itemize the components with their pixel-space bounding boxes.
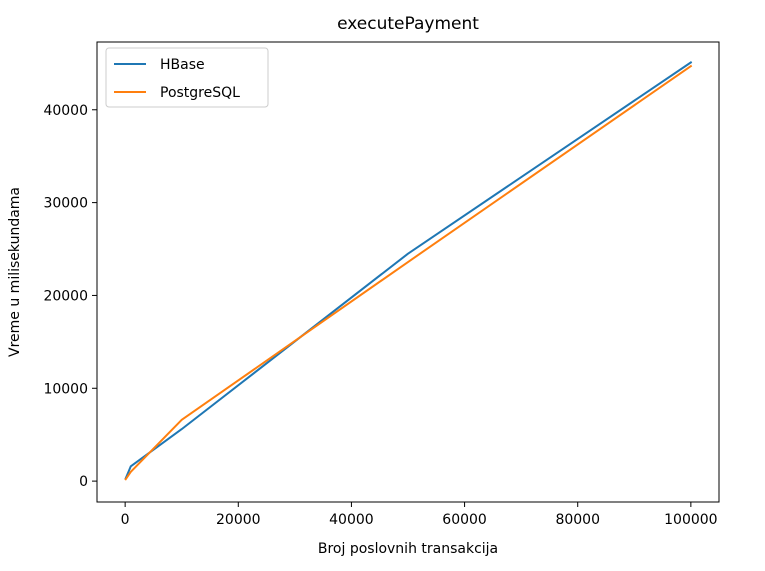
x-tick-label: 60000 bbox=[442, 512, 487, 528]
y-tick-label: 20000 bbox=[43, 288, 88, 304]
legend: HBase PostgreSQL bbox=[105, 47, 269, 108]
y-tick-label: 40000 bbox=[43, 103, 88, 119]
legend-label-postgresql: PostgreSQL bbox=[160, 85, 240, 101]
x-tick-label: 80000 bbox=[555, 512, 600, 528]
legend-box bbox=[105, 47, 269, 108]
x-ticks: 0 20000 40000 60000 80000 100000 bbox=[121, 502, 718, 528]
series-layer bbox=[124, 61, 693, 481]
plot-frame bbox=[96, 41, 720, 503]
series-line-hbase bbox=[124, 61, 693, 480]
x-axis-label: Broj poslovnih transakcija bbox=[318, 541, 498, 557]
y-axis-label: Vreme u milisekundama bbox=[7, 187, 23, 357]
chart-title: executePayment bbox=[337, 14, 479, 34]
x-tick-label: 0 bbox=[121, 512, 130, 528]
series-line-postgresql bbox=[124, 64, 693, 481]
x-tick-label: 20000 bbox=[216, 512, 261, 528]
legend-label-hbase: HBase bbox=[160, 57, 205, 73]
y-ticks: 0 10000 20000 30000 40000 bbox=[43, 103, 97, 490]
x-tick-label: 40000 bbox=[329, 512, 374, 528]
y-tick-label: 10000 bbox=[43, 381, 88, 397]
y-tick-label: 30000 bbox=[43, 196, 88, 212]
y-tick-label: 0 bbox=[79, 474, 88, 490]
x-tick-label: 100000 bbox=[664, 512, 717, 528]
